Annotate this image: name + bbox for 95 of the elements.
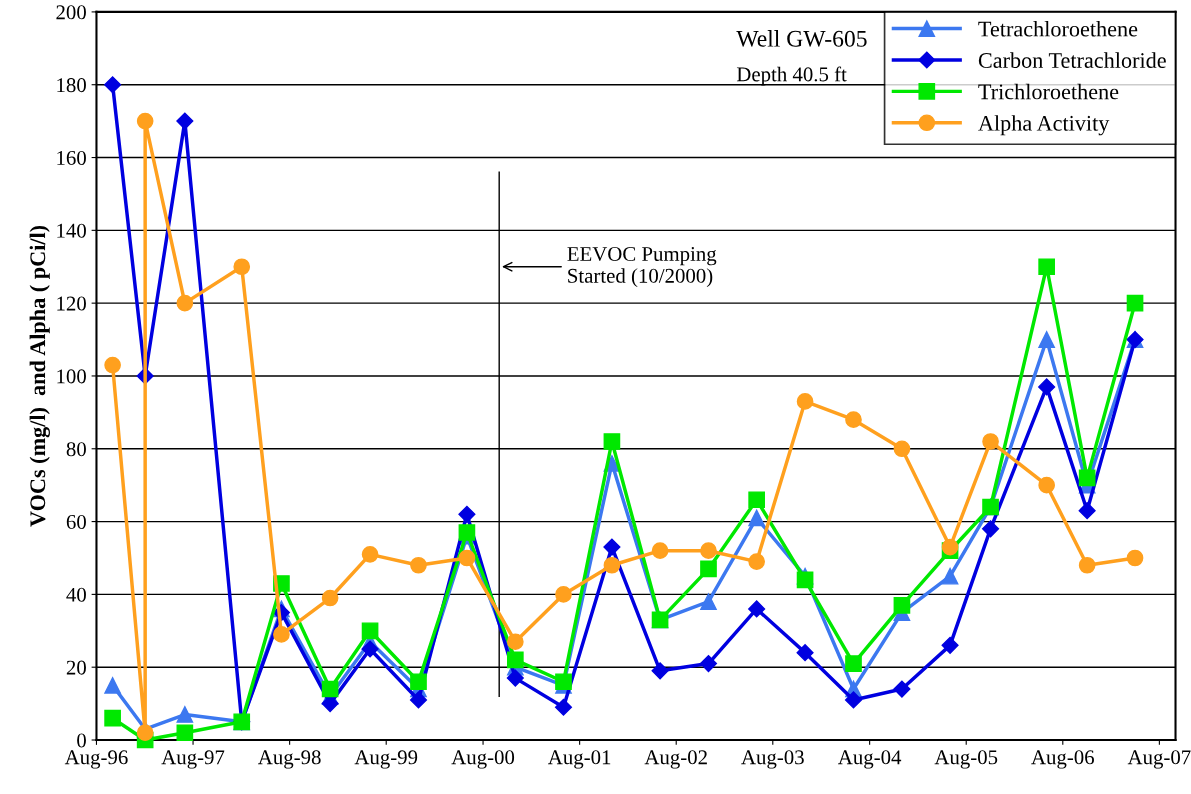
point — [651, 662, 669, 680]
point — [796, 644, 814, 662]
point — [554, 698, 573, 716]
y-tick-label: 40 — [66, 587, 86, 602]
y-tick-label: 160 — [57, 150, 86, 165]
x-tick-label: Aug-03 — [741, 750, 804, 769]
point — [1078, 556, 1096, 574]
point — [651, 542, 669, 560]
point — [233, 258, 251, 276]
ref-line-label: EEVOC Pumping Started (10/2000) — [567, 247, 717, 288]
y-tick-label: 20 — [66, 660, 86, 675]
point — [603, 556, 621, 574]
point — [699, 655, 718, 673]
x-tick-label: Aug-98 — [258, 750, 321, 769]
point — [700, 542, 717, 560]
point — [458, 505, 476, 523]
point — [1038, 378, 1056, 396]
point — [136, 112, 154, 130]
point — [176, 294, 194, 312]
point — [748, 600, 766, 618]
point — [748, 509, 765, 527]
point — [982, 520, 1000, 538]
point — [845, 411, 862, 428]
x-tick-label: Aug-01 — [548, 750, 611, 769]
point — [603, 433, 621, 450]
point — [104, 356, 121, 374]
point — [893, 440, 911, 458]
x-tick-label: Aug-00 — [451, 750, 515, 769]
point — [321, 589, 339, 607]
annotation: Depth 40.5 ft — [736, 66, 847, 86]
point — [1038, 258, 1055, 276]
point — [845, 655, 862, 672]
point — [410, 556, 427, 574]
y-tick-label: 120 — [57, 296, 86, 311]
point — [104, 709, 121, 727]
point — [893, 596, 911, 614]
point — [700, 593, 717, 611]
point — [410, 673, 427, 691]
x-tick-label: Aug-04 — [838, 750, 902, 769]
point — [941, 538, 959, 556]
y-tick-label: 140 — [57, 223, 86, 238]
legend-label: Trichloroethene — [978, 83, 1119, 100]
point — [796, 393, 814, 410]
point — [1078, 502, 1096, 520]
point — [176, 724, 194, 742]
x-tick-label: Aug-99 — [354, 750, 418, 769]
point — [273, 626, 290, 643]
point — [748, 491, 765, 509]
point — [104, 76, 122, 94]
point — [748, 553, 765, 570]
x-tick-label: Aug-96 — [64, 750, 128, 769]
y-axis-title: VOCs (mg/l) and Alpha ( pCi/l) — [29, 225, 50, 527]
point — [176, 112, 194, 130]
point — [1038, 331, 1055, 348]
point — [844, 691, 863, 709]
x-tick-label: Aug-06 — [1031, 750, 1094, 769]
point — [1038, 476, 1055, 494]
point — [361, 622, 379, 640]
annotation: Well GW-605 — [736, 30, 867, 47]
point — [409, 691, 428, 709]
legend-label: Tetrachloroethene — [978, 20, 1138, 37]
y-tick-label: 60 — [66, 514, 86, 530]
x-tick-label: Aug-97 — [161, 750, 225, 769]
x-tick-label: Aug-05 — [934, 750, 998, 769]
point — [555, 586, 572, 603]
point — [603, 538, 621, 556]
y-tick-label: 200 — [56, 5, 86, 20]
point — [941, 567, 959, 585]
x-tick-label: Aug-07 — [1127, 750, 1191, 769]
legend-label: Carbon Tetrachloride — [978, 52, 1166, 68]
point — [321, 680, 339, 698]
point — [1078, 469, 1096, 487]
point — [506, 669, 524, 687]
y-tick-label: 180 — [57, 78, 86, 93]
y-tick-label: 0 — [77, 733, 86, 748]
point — [136, 724, 154, 742]
point — [507, 651, 524, 669]
point — [982, 433, 999, 450]
point — [507, 633, 524, 651]
point — [458, 549, 476, 567]
y-tick-label: 80 — [66, 442, 86, 457]
point — [361, 546, 379, 563]
point — [176, 706, 194, 723]
x-tick-label: Aug-02 — [644, 750, 707, 769]
point — [700, 560, 717, 578]
legend-label: Alpha Activity — [978, 115, 1110, 136]
point — [893, 680, 911, 698]
point — [1126, 549, 1144, 567]
point — [796, 571, 814, 589]
point — [104, 677, 121, 694]
point — [361, 640, 379, 658]
point — [1126, 294, 1144, 312]
point — [941, 636, 959, 654]
point — [321, 695, 339, 713]
y-tick-label: 100 — [57, 369, 86, 384]
